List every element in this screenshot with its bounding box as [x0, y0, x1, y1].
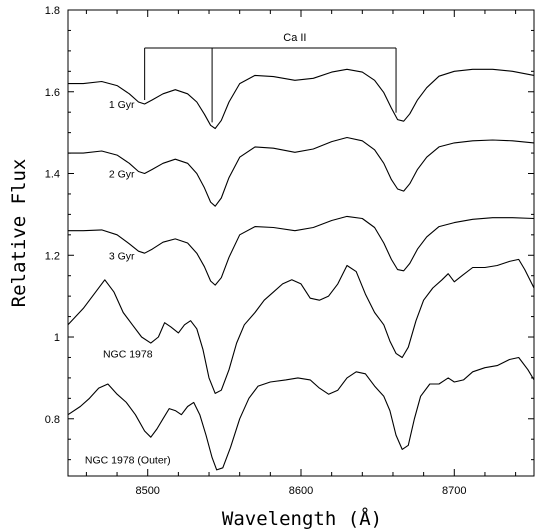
series-line	[68, 136, 535, 207]
series-line	[68, 215, 535, 286]
x-tick-label: 8700	[442, 485, 466, 497]
y-tick-label: 1.8	[45, 5, 60, 17]
y-tick-label: 1.2	[45, 250, 60, 262]
x-axis-title: Wavelength (Å)	[222, 507, 382, 530]
y-tick-label: 1	[54, 332, 60, 344]
series-line	[67, 356, 535, 471]
y-tick-label: 1.4	[45, 169, 60, 181]
series-label: NGC 1978	[103, 348, 153, 360]
y-axis-title: Relative Flux	[8, 159, 30, 308]
x-tick-label: 8500	[135, 485, 159, 497]
series-label: 2 Gyr	[109, 169, 135, 181]
y-tick-label: 1.6	[45, 87, 60, 99]
ca-ii-label: Ca II	[283, 32, 306, 44]
series-line	[68, 68, 535, 130]
series-label: 3 Gyr	[109, 250, 135, 262]
series-label: 1 Gyr	[109, 99, 135, 111]
series-line	[67, 258, 535, 394]
series-label: NGC 1978 (Outer)	[85, 455, 171, 467]
x-tick-label: 8600	[289, 485, 313, 497]
y-tick-label: 0.8	[45, 414, 60, 426]
